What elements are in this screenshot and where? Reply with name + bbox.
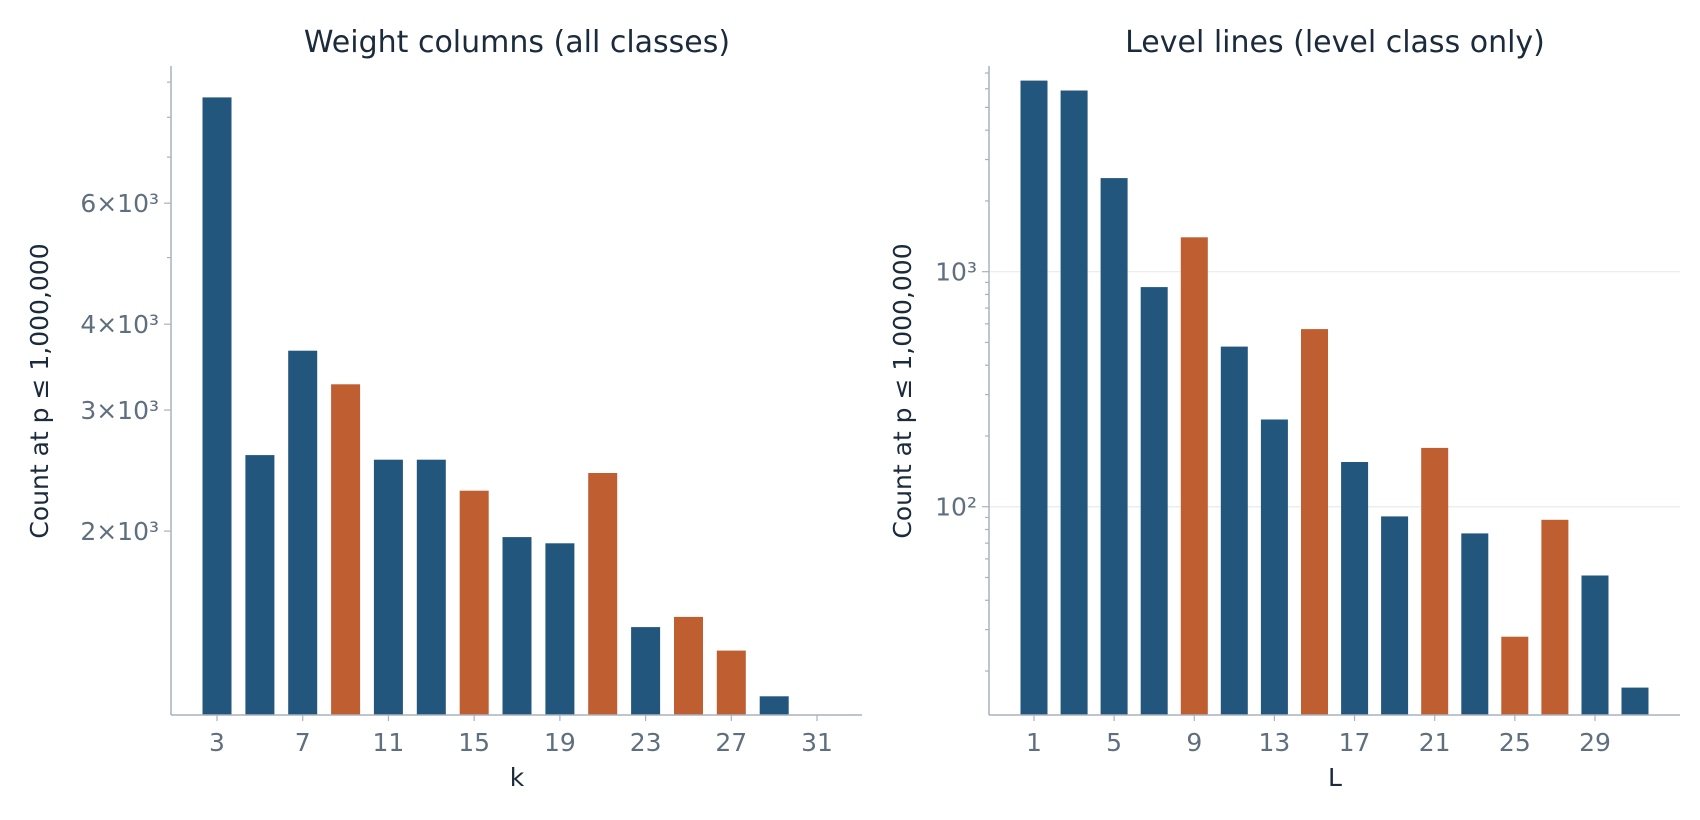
bar-23: [631, 627, 661, 715]
bar-9: [331, 384, 361, 715]
bar-29: [759, 696, 789, 715]
ticks-layer: 1 5 9 13 17 21 25 29 10² 10³: [935, 72, 1611, 757]
bar-7: [288, 350, 318, 715]
x-tick-label: 3: [209, 728, 225, 757]
bar-5: [1100, 178, 1128, 716]
x-tick-label: 15: [458, 728, 490, 757]
bar-13: [1260, 419, 1288, 715]
y-tick-label: 3×10³: [80, 396, 159, 425]
x-tick-label: 23: [630, 728, 662, 757]
grid-layer: [989, 271, 1680, 508]
x-tick-label: 9: [1186, 728, 1202, 757]
bar-31: [1621, 687, 1649, 715]
x-tick-label: 13: [1259, 728, 1291, 757]
bars-layer: [202, 97, 789, 715]
x-tick-label: 27: [715, 728, 747, 757]
bar-29: [1581, 575, 1609, 715]
x-tick-label: 5: [1106, 728, 1122, 757]
bar-15: [459, 490, 489, 715]
bar-13: [416, 459, 446, 715]
bar-7: [1140, 287, 1168, 715]
y-tick-label: 10³: [935, 258, 977, 287]
bar-25: [1501, 636, 1529, 715]
x-tick-label: 17: [1339, 728, 1371, 757]
y-axis-label: Count at p ≤ 1,000,000: [25, 243, 54, 538]
x-axis-label: L: [1328, 763, 1342, 792]
x-axis-label: k: [510, 763, 525, 792]
bar-11: [1220, 346, 1248, 715]
ticks-layer: 3 7 11 15 19 23 27 31 2×10³ 3×10³ 4×10³ 6×10³: [80, 81, 833, 757]
bar-27: [716, 650, 746, 715]
x-tick-label: 19: [544, 728, 576, 757]
bar-3: [202, 97, 232, 715]
weight-columns-panel: Weight columns (all classes) k Count at …: [25, 25, 862, 792]
bar-11: [373, 459, 403, 715]
bar-21: [1421, 447, 1449, 715]
chart-title: Level lines (level class only): [1125, 25, 1545, 60]
x-tick-label: 7: [295, 728, 311, 757]
bar-19: [545, 543, 575, 715]
bar-21: [588, 473, 618, 715]
bar-17: [502, 537, 532, 715]
x-tick-label: 1: [1026, 728, 1042, 757]
bars-layer: [1020, 80, 1649, 716]
bar-25: [674, 616, 703, 715]
y-tick-label: 10²: [935, 493, 977, 522]
bar-3: [1060, 90, 1088, 715]
bar-15: [1301, 329, 1328, 715]
y-tick-label: 6×10³: [80, 189, 159, 218]
x-tick-label: 31: [801, 728, 833, 757]
bar-1: [1020, 80, 1048, 716]
y-tick-label: 4×10³: [80, 310, 159, 339]
y-axis-label: Count at p ≤ 1,000,000: [888, 243, 917, 538]
bar-23: [1461, 533, 1489, 715]
chart-title: Weight columns (all classes): [304, 25, 730, 60]
x-tick-label: 25: [1499, 728, 1531, 757]
x-tick-label: 21: [1419, 728, 1451, 757]
bar-5: [245, 455, 275, 715]
bar-27: [1541, 519, 1569, 715]
x-tick-label: 11: [373, 728, 405, 757]
bar-9: [1180, 237, 1208, 716]
y-tick-label: 2×10³: [80, 517, 159, 546]
x-tick-label: 29: [1579, 728, 1611, 757]
level-lines-panel: Level lines (level class only) L Count a…: [888, 25, 1680, 792]
bar-19: [1381, 516, 1409, 715]
bar-17: [1341, 462, 1369, 715]
